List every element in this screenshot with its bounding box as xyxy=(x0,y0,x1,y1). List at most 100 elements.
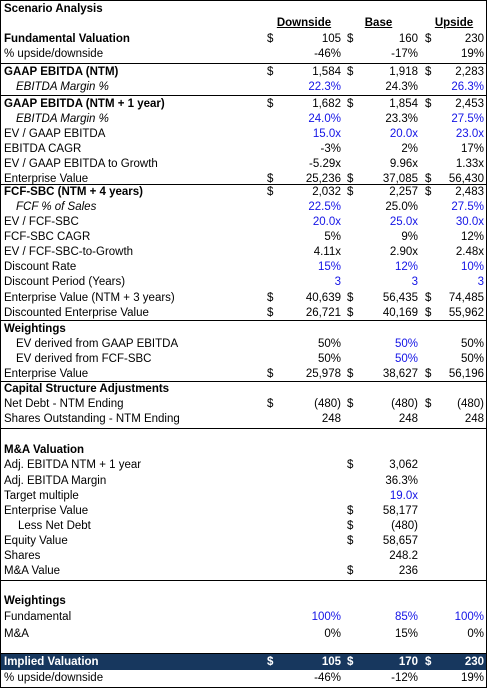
dollar-sign: $ xyxy=(425,398,432,410)
dollar-sign: $ xyxy=(267,186,274,198)
value-upside: 27.5% xyxy=(451,201,484,213)
row-discount-rate: Discount Rate 15% 12% 10% xyxy=(1,260,486,275)
row-label: M&A xyxy=(4,628,29,640)
row-ebitda-margin-ntm: EBITDA Margin % 22.3% 24.3% 26.3% xyxy=(1,80,486,95)
value-base: 2,257 xyxy=(389,186,418,198)
value-downside: -46% xyxy=(314,48,341,60)
value-base: 1,854 xyxy=(389,98,418,110)
value-downside: 15.0x xyxy=(312,128,341,140)
value-base: 2% xyxy=(401,143,418,155)
dollar-sign: $ xyxy=(425,66,432,78)
divider xyxy=(1,320,486,321)
dollar-sign: $ xyxy=(267,173,274,185)
row-label: Implied Valuation xyxy=(4,656,99,668)
dollar-sign: $ xyxy=(425,186,432,198)
value-base: 12% xyxy=(394,261,418,273)
divider xyxy=(1,428,486,429)
value-upside: 2,453 xyxy=(455,98,484,110)
value-base: 58,657 xyxy=(382,535,418,547)
value-upside: 56,430 xyxy=(448,173,484,185)
value-upside: 1.33x xyxy=(455,158,484,170)
value-upside: 17% xyxy=(460,143,484,155)
value-base: 58,177 xyxy=(382,505,418,517)
row-weight-fundamental: Fundamental 100% 85% 100% xyxy=(1,610,486,625)
divider xyxy=(1,95,486,96)
row-label: Discount Rate xyxy=(4,261,77,273)
dollar-sign: $ xyxy=(425,656,432,668)
value-downside: 40,639 xyxy=(305,292,341,304)
value-upside: 55,962 xyxy=(448,307,484,319)
value-upside: 26.3% xyxy=(451,81,484,93)
row-label: EBITDA CAGR xyxy=(4,143,82,155)
value-downside: 25,236 xyxy=(305,173,341,185)
row-label: Adj. EBITDA Margin xyxy=(4,475,107,487)
row-label: Equity Value xyxy=(4,535,68,547)
downside-header: Downside xyxy=(276,17,332,29)
value-downside: 100% xyxy=(311,611,341,623)
value-downside: 24.0% xyxy=(308,113,341,125)
value-upside: 19% xyxy=(460,672,484,684)
dollar-sign: $ xyxy=(347,186,354,198)
row-equity-value: Equity Value $ 58,657 xyxy=(1,534,486,549)
value-base: 9.96x xyxy=(389,158,418,170)
dollar-sign: $ xyxy=(425,368,432,380)
row-target-multiple: Target multiple 19.0x xyxy=(1,489,486,504)
row-ev-from-ebitda: EV derived from GAAP EBITDA 50% 50% 50% xyxy=(1,337,486,352)
row-ev-fcf-to-growth: EV / FCF-SBC-to-Growth 4.11x 2.90x 2.48x xyxy=(1,245,486,260)
row-implied-valuation: Implied Valuation $ 105 $ 170 $ 230 xyxy=(1,654,486,670)
row-label: GAAP EBITDA (NTM) xyxy=(4,66,119,78)
row-label: Fundamental xyxy=(4,611,72,623)
row-label: Less Net Debt xyxy=(18,520,91,532)
row-adj-ebitda-margin: Adj. EBITDA Margin 36.3% xyxy=(1,474,486,489)
dollar-sign: $ xyxy=(347,292,354,304)
row-label: EV / GAAP EBITDA to Growth xyxy=(4,158,158,170)
value-downside: 2,032 xyxy=(312,186,341,198)
value-downside: 248 xyxy=(321,413,341,425)
row-ev-from-fcf: EV derived from FCF-SBC 50% 50% 50% xyxy=(1,352,486,367)
section-title: Capital Structure Adjustments xyxy=(4,383,170,395)
row-weightings2-header: Weightings xyxy=(1,594,486,609)
value-base: (480) xyxy=(391,520,418,532)
value-base: -12% xyxy=(391,672,418,684)
row-ev-fcf-sbc: EV / FCF-SBC 20.0x 25.0x 30.0x xyxy=(1,215,486,230)
divider xyxy=(1,580,486,581)
value-base: 36.3% xyxy=(385,475,418,487)
row-fcf-pct-sales: FCF % of Sales 22.5% 25.0% 27.5% xyxy=(1,200,486,215)
value-downside: 25,978 xyxy=(305,368,341,380)
dollar-sign: $ xyxy=(347,173,354,185)
row-ebitda-cagr: EBITDA CAGR -3% 2% 17% xyxy=(1,142,486,157)
value-base: (480) xyxy=(391,398,418,410)
row-weight-ma: M&A 0% 15% 0% xyxy=(1,627,486,642)
row-label: Enterprise Value xyxy=(4,505,89,517)
row-label: FCF-SBC CAGR xyxy=(4,231,91,243)
dollar-sign: $ xyxy=(347,368,354,380)
value-base: 15% xyxy=(394,628,418,640)
divider xyxy=(1,63,486,64)
row-ev-gaap-ebitda: EV / GAAP EBITDA 15.0x 20.0x 23.0x xyxy=(1,127,486,142)
row-label: EBITDA Margin % xyxy=(16,113,109,125)
divider xyxy=(1,184,486,185)
dollar-sign: $ xyxy=(267,66,274,78)
row-discount-period: Discount Period (Years) 3 3 3 xyxy=(1,275,486,290)
value-upside: 248 xyxy=(464,413,484,425)
value-base: 25.0% xyxy=(385,201,418,213)
dollar-sign: $ xyxy=(267,98,274,110)
row-label: GAAP EBITDA (NTM + 1 year) xyxy=(4,98,165,110)
dollar-sign: $ xyxy=(347,656,354,668)
row-label: % upside/downside xyxy=(4,48,104,60)
row-shares: Shares 248.2 xyxy=(1,549,486,564)
value-upside: 100% xyxy=(454,611,484,623)
value-base: 56,435 xyxy=(382,292,418,304)
value-upside: 27.5% xyxy=(451,113,484,125)
row-less-net-debt: Less Net Debt $ (480) xyxy=(1,519,486,534)
row-label: Adj. EBITDA NTM + 1 year xyxy=(4,459,142,471)
divider xyxy=(1,381,486,382)
value-downside: 15% xyxy=(317,261,341,273)
value-base: 20.0x xyxy=(389,128,418,140)
value-base: 9% xyxy=(401,231,418,243)
value-upside: 12% xyxy=(460,231,484,243)
value-downside: 22.3% xyxy=(308,81,341,93)
value-base: 24.3% xyxy=(385,81,418,93)
section-title: Weightings xyxy=(4,595,66,607)
